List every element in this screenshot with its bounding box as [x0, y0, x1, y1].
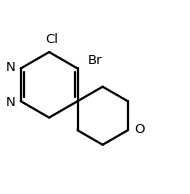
Text: N: N	[6, 61, 15, 74]
Text: O: O	[134, 123, 144, 136]
Text: Br: Br	[88, 54, 103, 67]
Text: Cl: Cl	[45, 33, 59, 46]
Text: N: N	[6, 96, 15, 109]
